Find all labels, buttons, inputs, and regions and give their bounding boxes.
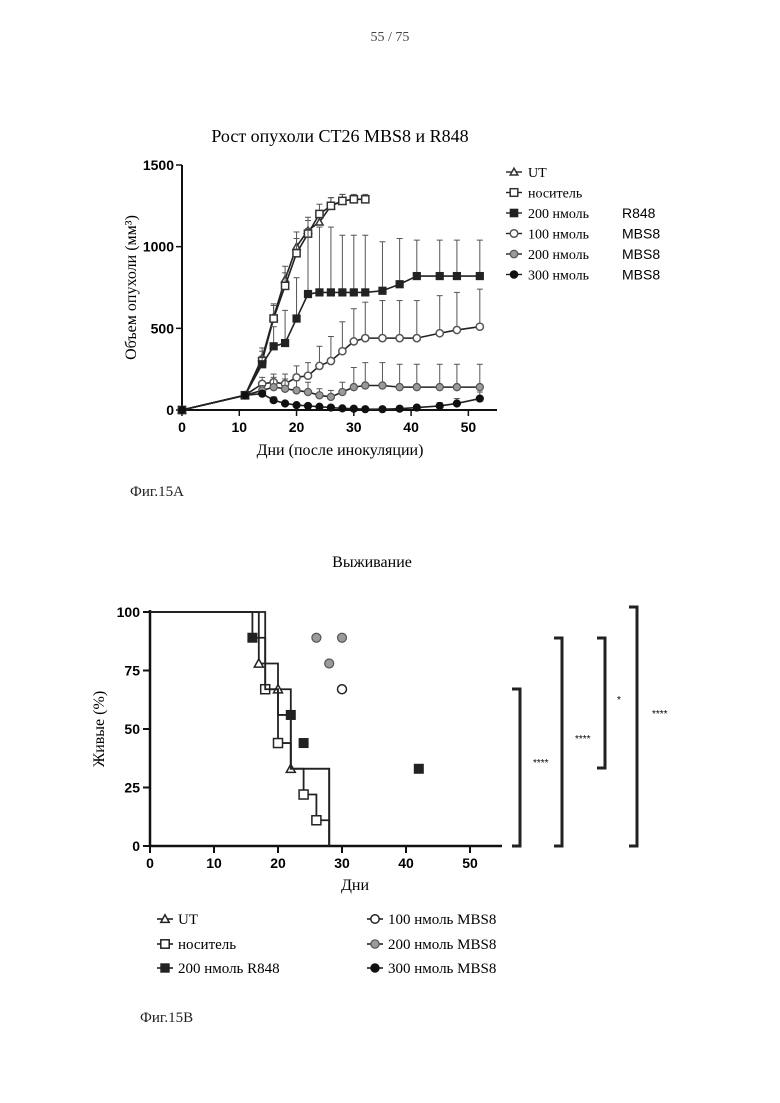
survival-series-1 [150, 612, 329, 846]
legend-label: 100 нмоль MBS8 [388, 912, 496, 928]
significance-label: **** [533, 758, 549, 769]
y-axis-label: Живые (%) [91, 691, 108, 767]
survival-point [414, 764, 423, 773]
survival-point [338, 633, 347, 642]
legend-marker [161, 964, 169, 972]
survival-series-2 [150, 612, 423, 846]
legend-label: носитель [178, 937, 236, 953]
survival-point [325, 659, 334, 668]
significance-bracket [554, 638, 562, 846]
x-tick-label: 40 [398, 855, 414, 871]
legend-marker [371, 940, 379, 948]
survival-point [312, 633, 321, 642]
figure-caption-15b: Фиг.15В [140, 1010, 193, 1027]
y-tick-label: 50 [124, 721, 140, 737]
survival-point [312, 816, 321, 825]
survival-point [299, 739, 308, 748]
chart-title: Выживание [332, 554, 412, 571]
y-tick-label: 75 [124, 663, 140, 679]
legend-label: 200 нмоль MBS8 [388, 937, 496, 953]
survival-step-line [150, 612, 329, 846]
x-tick-label: 0 [146, 855, 154, 871]
significance-bracket [512, 689, 520, 846]
x-tick-label: 20 [270, 855, 286, 871]
survival-point [338, 685, 347, 694]
survival-point [299, 790, 308, 799]
x-tick-label: 30 [334, 855, 350, 871]
survival-point [248, 633, 257, 642]
legend-marker [371, 964, 379, 972]
significance-bracket [597, 638, 605, 768]
x-tick-label: 50 [462, 855, 478, 871]
survival-point [286, 710, 295, 719]
survival-step-line [150, 612, 329, 846]
survival-step-line [150, 612, 329, 846]
y-tick-label: 0 [132, 838, 140, 854]
x-axis-label: Дни [341, 877, 369, 894]
legend-label: 200 нмоль R848 [178, 961, 280, 977]
legend-marker [161, 940, 169, 948]
survival-series-4 [312, 633, 347, 668]
survival-series-3 [338, 685, 347, 694]
survival-point [274, 739, 283, 748]
significance-label: **** [652, 709, 668, 720]
significance-label: * [617, 695, 621, 706]
y-tick-label: 25 [124, 780, 140, 796]
legend-label: UT [178, 912, 198, 928]
legend-label: 300 нмоль MBS8 [388, 961, 496, 977]
significance-label: **** [575, 734, 591, 745]
survival-series-0 [150, 612, 329, 846]
x-tick-label: 10 [206, 855, 222, 871]
legend-marker [161, 915, 169, 923]
y-tick-label: 100 [117, 604, 141, 620]
legend-marker [371, 915, 379, 923]
significance-bracket [629, 607, 637, 846]
